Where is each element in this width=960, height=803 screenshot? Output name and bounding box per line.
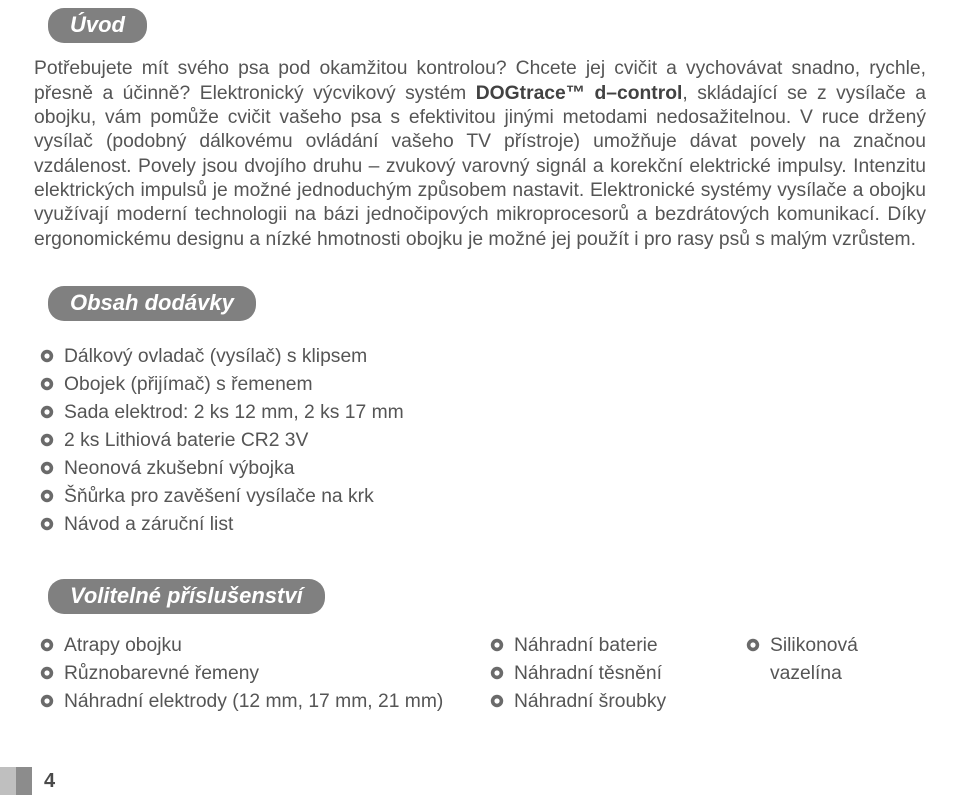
list-item-label: Silikonová vazelína <box>770 632 926 688</box>
bullet-icon <box>490 638 504 652</box>
list-item: Silikonová vazelína <box>746 632 926 688</box>
list-item-label: 2 ks Lithiová baterie CR2 3V <box>64 427 308 455</box>
intro-text-bold: DOGtrace™ d–control <box>476 83 683 104</box>
list-item-label: Různobarevné řemeny <box>64 660 259 688</box>
list-item-label: Náhradní těsnění <box>514 660 662 688</box>
page-number-block: 4 <box>0 767 55 795</box>
list-item: Sada elektrod: 2 ks 12 mm, 2 ks 17 mm <box>40 399 926 427</box>
bullet-icon <box>40 461 54 475</box>
bullet-icon <box>40 694 54 708</box>
bullet-icon <box>40 638 54 652</box>
list-item: Různobarevné řemeny <box>40 660 490 688</box>
list-item: Návod a záruční list <box>40 511 926 539</box>
list-item-label: Návod a záruční list <box>64 511 233 539</box>
intro-paragraph: Potřebujete mít svého psa pod okamžitou … <box>34 57 926 252</box>
list-item: 2 ks Lithiová baterie CR2 3V <box>40 427 926 455</box>
list-item-label: Dálkový ovladač (vysílač) s klipsem <box>64 343 367 371</box>
list-item: Neonová zkušební výbojka <box>40 455 926 483</box>
section-heading-accessories: Volitelné příslušenství <box>48 579 325 614</box>
bullet-icon <box>40 489 54 503</box>
page-tab-dark <box>16 767 32 795</box>
bullet-icon <box>746 638 760 652</box>
list-item-label: Obojek (přijímač) s řemenem <box>64 371 313 399</box>
list-item-label: Náhradní šroubky <box>514 688 666 716</box>
list-item-label: Náhradní baterie <box>514 632 658 660</box>
list-item-label: Náhradní elektrody (12 mm, 17 mm, 21 mm) <box>64 688 443 716</box>
intro-text-post: , skládající se z vysílače a obojku, vám… <box>34 83 926 250</box>
page-number: 4 <box>44 770 55 793</box>
list-item-label: Atrapy obojku <box>64 632 182 660</box>
bullet-icon <box>40 517 54 531</box>
page-tab-light <box>0 767 16 795</box>
bullet-icon <box>490 694 504 708</box>
accessories-col3: Silikonová vazelína <box>746 632 926 716</box>
list-item-label: Neonová zkušební výbojka <box>64 455 294 483</box>
bullet-icon <box>40 433 54 447</box>
list-item: Náhradní baterie <box>490 632 746 660</box>
contents-list: Dálkový ovladač (vysílač) s klipsemOboje… <box>40 343 926 539</box>
list-item: Náhradní těsnění <box>490 660 746 688</box>
bullet-icon <box>40 377 54 391</box>
bullet-icon <box>490 666 504 680</box>
list-item: Náhradní šroubky <box>490 688 746 716</box>
accessories-col2: Náhradní baterieNáhradní těsněníNáhradní… <box>490 632 746 716</box>
section-heading-contents: Obsah dodávky <box>48 286 256 321</box>
list-item: Náhradní elektrody (12 mm, 17 mm, 21 mm) <box>40 688 490 716</box>
list-item: Obojek (přijímač) s řemenem <box>40 371 926 399</box>
bullet-icon <box>40 666 54 680</box>
list-item-label: Sada elektrod: 2 ks 12 mm, 2 ks 17 mm <box>64 399 404 427</box>
section-heading-intro: Úvod <box>48 8 147 43</box>
list-item-label: Šňůrka pro zavěšení vysílače na krk <box>64 483 374 511</box>
accessories-col1: Atrapy obojkuRůznobarevné řemenyNáhradní… <box>40 632 490 716</box>
list-item: Šňůrka pro zavěšení vysílače na krk <box>40 483 926 511</box>
list-item: Dálkový ovladač (vysílač) s klipsem <box>40 343 926 371</box>
list-item: Atrapy obojku <box>40 632 490 660</box>
accessories-columns: Atrapy obojkuRůznobarevné řemenyNáhradní… <box>40 632 926 716</box>
bullet-icon <box>40 405 54 419</box>
bullet-icon <box>40 349 54 363</box>
